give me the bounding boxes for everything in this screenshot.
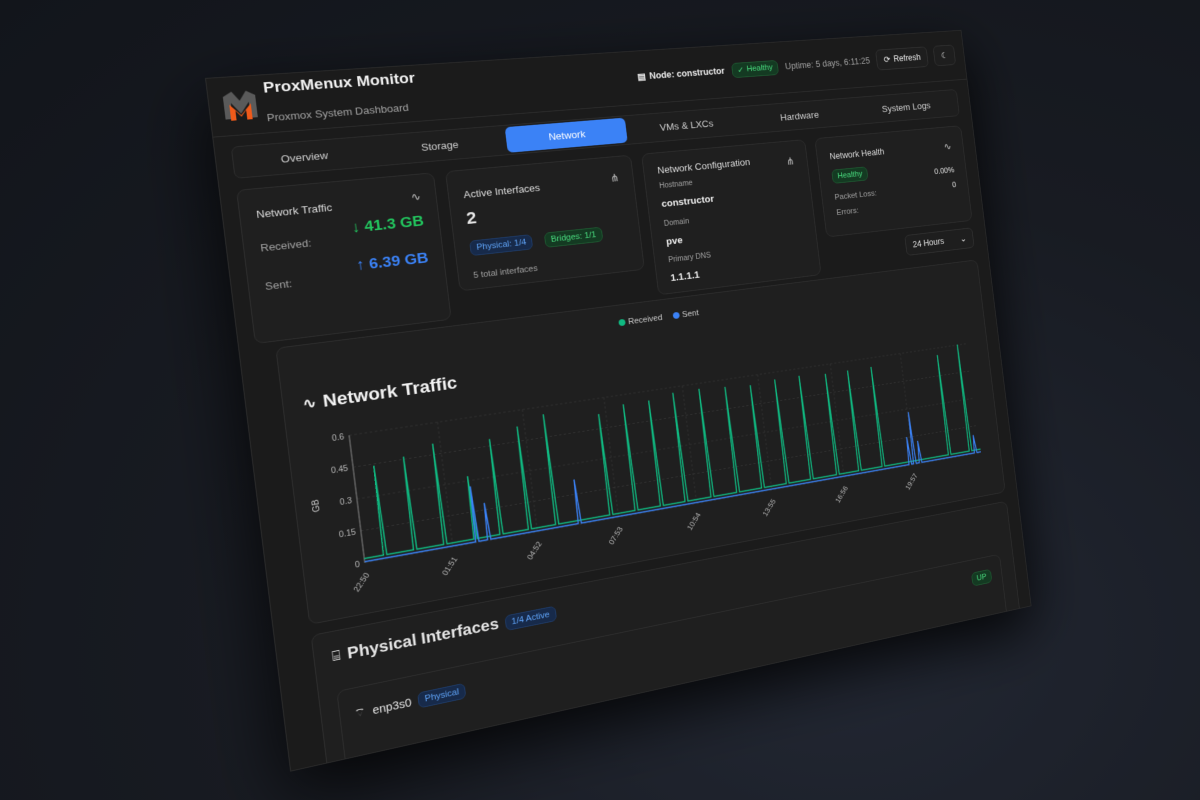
sent-label: Sent: bbox=[264, 277, 292, 292]
dashboard-window: ProxMenux Monitor Proxmox System Dashboa… bbox=[205, 30, 1031, 772]
y-axis-label: GB bbox=[310, 498, 322, 512]
check-circle-icon: ✓ bbox=[737, 65, 745, 75]
card-title: Network Health bbox=[829, 147, 885, 162]
status-text: Healthy bbox=[746, 63, 773, 73]
total-interfaces: 5 total interfaces bbox=[473, 264, 538, 280]
node-indicator: ▤ Node: constructor bbox=[637, 66, 726, 82]
dns-label: Primary DNS bbox=[668, 252, 711, 265]
sent-value: ↑ 6.39 GB bbox=[356, 250, 430, 275]
active-interfaces-card: Active Interfaces ⋔ 2 Physical: 1/4 Brid… bbox=[445, 155, 645, 292]
wifi-icon: ⌔ bbox=[353, 705, 366, 722]
domain-label: Domain bbox=[663, 217, 689, 228]
refresh-button[interactable]: ⟳ Refresh bbox=[875, 46, 929, 70]
legend-received-label: Received bbox=[628, 313, 663, 326]
activity-icon: ∿ bbox=[302, 394, 317, 413]
errors-label: Errors: bbox=[836, 206, 859, 217]
received-value: ↓ 41.3 GB bbox=[351, 213, 425, 237]
server-icon: ▤ bbox=[637, 71, 647, 82]
legend-sent-label: Sent bbox=[682, 309, 700, 320]
tab-vms-lxcs[interactable]: VMs & LXCs bbox=[628, 108, 744, 142]
card-title: Network Configuration bbox=[657, 156, 751, 175]
activity-icon: ∿ bbox=[943, 141, 952, 153]
refresh-label: Refresh bbox=[893, 52, 921, 63]
section-title: Physical Interfaces bbox=[346, 615, 499, 663]
legend-received[interactable]: Received bbox=[618, 313, 663, 328]
tab-overview[interactable]: Overview bbox=[234, 138, 373, 176]
hostname-label: Hostname bbox=[659, 179, 693, 190]
node-label: Node: constructor bbox=[649, 66, 725, 81]
y-gridline bbox=[361, 425, 978, 530]
packet-loss-value: 0.00% bbox=[934, 166, 955, 176]
hostname-value: constructor bbox=[661, 193, 715, 209]
x-tick-label: 22:50 bbox=[351, 571, 371, 593]
theme-toggle-button[interactable]: ☾ bbox=[933, 45, 956, 67]
network-traffic-card: Network Traffic ∿ Received: ↓ 41.3 GB Se… bbox=[236, 172, 452, 344]
y-tick-label: 0.3 bbox=[339, 496, 352, 507]
dns-value: 1.1.1.1 bbox=[670, 269, 700, 283]
active-count: 2 bbox=[465, 208, 477, 229]
card-title: Network Traffic bbox=[256, 201, 333, 220]
x-tick-label: 10:54 bbox=[685, 511, 702, 531]
x-gridline bbox=[682, 386, 696, 504]
status-badge: ✓ Healthy bbox=[731, 60, 779, 78]
legend-sent[interactable]: Sent bbox=[672, 309, 699, 321]
uptime: Uptime: 5 days, 6:11:25 bbox=[785, 56, 871, 72]
bridges-badge: Bridges: 1/1 bbox=[544, 227, 603, 248]
interface-name: enp3s0 bbox=[372, 696, 413, 717]
y-tick-label: 0.45 bbox=[331, 464, 349, 476]
packet-loss-label: Packet Loss: bbox=[834, 189, 877, 202]
tab-storage[interactable]: Storage bbox=[373, 128, 504, 165]
activity-icon: ∿ bbox=[410, 190, 421, 204]
time-range-select[interactable]: 24 Hours ⌄ bbox=[904, 227, 974, 255]
moon-icon: ☾ bbox=[940, 50, 948, 60]
interface-type-badge: Physical bbox=[417, 683, 466, 709]
received-label: Received: bbox=[260, 237, 312, 254]
network-icon: ⋔ bbox=[610, 171, 620, 184]
y-tick-label: 0.6 bbox=[331, 432, 344, 443]
x-tick-label: 19:57 bbox=[904, 472, 919, 491]
y-tick-label: 0.15 bbox=[338, 528, 356, 540]
refresh-icon: ⟳ bbox=[883, 54, 891, 64]
router-icon: ⌸ bbox=[331, 649, 341, 665]
active-count-badge: 1/4 Active bbox=[504, 605, 556, 630]
proxmenux-logo bbox=[220, 88, 260, 123]
app-subtitle: Proxmox System Dashboard bbox=[266, 102, 409, 124]
tab-system-logs[interactable]: System Logs bbox=[854, 91, 958, 123]
health-badge: Healthy bbox=[831, 166, 868, 183]
app-title: ProxMenux Monitor bbox=[262, 70, 416, 97]
interface-status-badge: UP bbox=[971, 569, 992, 587]
x-tick-label: 01:51 bbox=[440, 555, 459, 577]
y-gridline bbox=[357, 398, 974, 499]
x-tick-label: 04:52 bbox=[525, 540, 543, 561]
tab-hardware[interactable]: Hardware bbox=[744, 100, 854, 133]
network-icon: ⋔ bbox=[786, 155, 796, 168]
x-tick-label: 07:53 bbox=[607, 525, 625, 546]
time-range-value: 24 Hours bbox=[912, 236, 944, 249]
x-tick-label: 13:55 bbox=[761, 498, 777, 518]
errors-value: 0 bbox=[952, 181, 957, 189]
chevron-down-icon: ⌄ bbox=[959, 234, 966, 244]
domain-value: pve bbox=[665, 234, 683, 247]
x-tick-label: 16:56 bbox=[834, 485, 850, 504]
physical-badge: Physical: 1/4 bbox=[469, 234, 533, 256]
card-title: Active Interfaces bbox=[463, 182, 541, 201]
network-health-card: Network Health ∿ Healthy Packet Loss: 0.… bbox=[814, 125, 972, 237]
tab-network[interactable]: Network bbox=[504, 118, 627, 153]
y-tick-label: 0 bbox=[354, 560, 360, 570]
network-configuration-card: Network Configuration ⋔ Hostname constru… bbox=[641, 139, 821, 295]
